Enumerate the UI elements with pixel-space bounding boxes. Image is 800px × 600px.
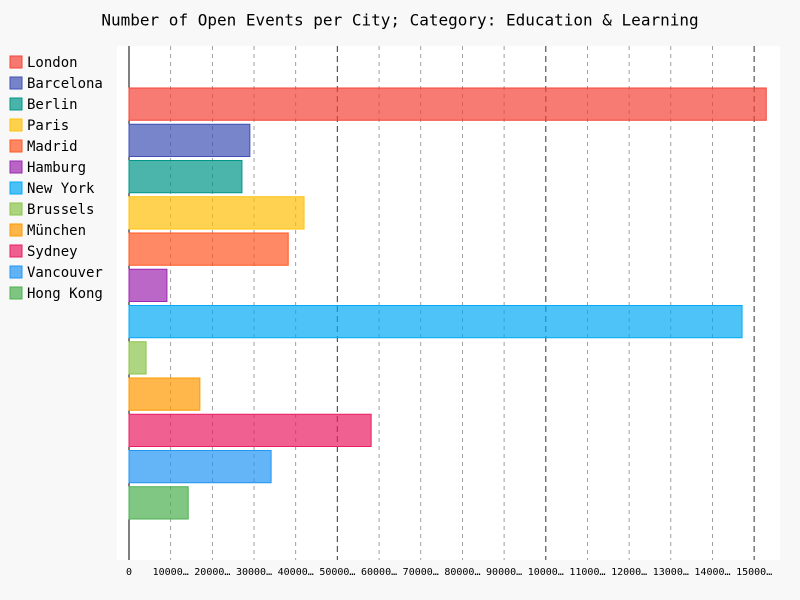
x-tick-label: 90000… [486,567,522,578]
legend-swatch [9,244,23,258]
legend-label: Sydney [27,244,78,260]
x-tick-label: 60000… [361,567,397,578]
legend-swatch [9,139,23,153]
legend-swatch [9,286,23,300]
legend-swatch [9,55,23,69]
x-tick-label: 10000… [528,567,564,578]
legend-swatch [9,202,23,216]
legend-label: Paris [27,118,69,134]
bar [128,377,201,411]
bar [128,450,272,484]
legend-swatch [9,223,23,237]
legend-label: Barcelona [27,76,103,92]
legend-label: Hamburg [27,160,86,176]
bar [128,268,168,302]
x-tick-label: 50000… [319,567,355,578]
x-tick-label: 20000… [194,567,230,578]
x-tick-label: 11000… [569,567,605,578]
legend-swatch [9,160,23,174]
legend-label: Vancouver [27,265,103,281]
bar [128,413,372,447]
x-tick-label: 14000… [694,567,730,578]
bar [128,87,767,121]
legend-label: Hong Kong [27,286,103,302]
bar [128,305,743,339]
chart-title: Number of Open Events per City; Category… [101,11,698,30]
legend-label: London [27,55,78,71]
legend-label: Berlin [27,97,78,113]
legend-label: New York [27,181,95,197]
x-tick-label: 12000… [611,567,647,578]
legend-swatch [9,97,23,111]
x-tick-label: 10000… [153,567,189,578]
legend-swatch [9,118,23,132]
bar [128,196,305,230]
legend-swatch [9,76,23,90]
x-tick-label: 15000… [736,567,772,578]
legend-swatch [9,181,23,195]
legend-label: München [27,223,86,239]
x-tick-label: 30000… [236,567,272,578]
x-tick-label: 70000… [403,567,439,578]
bar [128,232,289,266]
x-tick-label: 80000… [444,567,480,578]
bar [128,486,189,520]
x-tick-label: 0 [126,567,132,578]
bar [128,123,251,157]
legend-label: Brussels [27,202,94,218]
legend-label: Madrid [27,139,78,155]
x-tick-label: 40000… [278,567,314,578]
bar [128,341,147,375]
legend-swatch [9,265,23,279]
x-tick-label: 13000… [653,567,689,578]
bar [128,160,243,194]
